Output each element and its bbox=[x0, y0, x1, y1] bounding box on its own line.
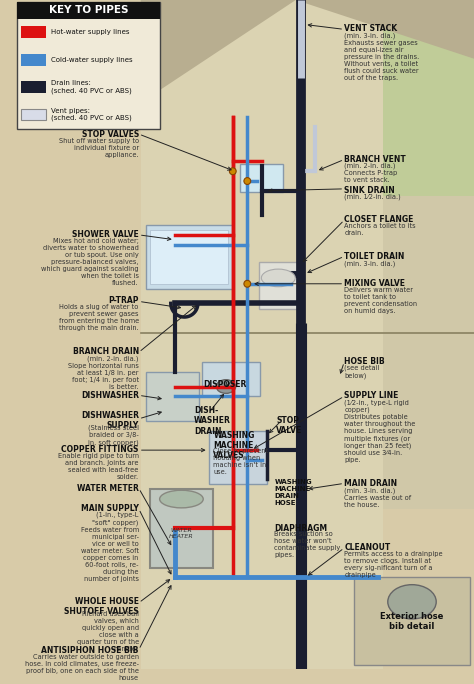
Text: Drain lines:
(sched. 40 PVC or ABS): Drain lines: (sched. 40 PVC or ABS) bbox=[51, 80, 131, 94]
Text: MAIN SUPPLY: MAIN SUPPLY bbox=[81, 504, 139, 513]
Text: Permits access to a drainpipe
to remove clogs. Install at
every sig-nificant tur: Permits access to a drainpipe to remove … bbox=[344, 551, 443, 578]
Text: Delivers warm water
to toilet tank to
prevent condensation
on humid days.: Delivers warm water to toilet tank to pr… bbox=[344, 287, 417, 314]
Text: Close to prevent
flooding when
machine isn't in
use.: Close to prevent flooding when machine i… bbox=[213, 448, 269, 475]
Bar bbox=[20, 54, 46, 66]
Text: WATER
HEATER: WATER HEATER bbox=[169, 528, 194, 539]
Bar bbox=[20, 109, 46, 120]
Text: P-TRAP: P-TRAP bbox=[108, 296, 139, 306]
Bar bbox=[383, 0, 474, 196]
Bar bbox=[239, 164, 283, 192]
Bar bbox=[20, 27, 46, 38]
Text: Holds a slug of water to
prevent sewer gases
from entering the home
through the : Holds a slug of water to prevent sewer g… bbox=[59, 304, 139, 331]
Text: Shut off water supply to
individual fixture or
appliance.: Shut off water supply to individual fixt… bbox=[59, 138, 139, 158]
Text: VENT STACK: VENT STACK bbox=[344, 25, 397, 34]
Text: WHOLE HOUSE
SHUTOFF VALVES: WHOLE HOUSE SHUTOFF VALVES bbox=[64, 597, 139, 616]
Text: SHOWER VALVE: SHOWER VALVE bbox=[72, 230, 139, 239]
Bar bbox=[259, 262, 298, 309]
Text: (min. 3-in. dia.): (min. 3-in. dia.) bbox=[344, 261, 396, 267]
Bar bbox=[17, 2, 160, 18]
Text: DISH-
WASHER
DRAIN: DISH- WASHER DRAIN bbox=[194, 406, 231, 436]
Text: BRANCH DRAIN: BRANCH DRAIN bbox=[73, 347, 139, 356]
Ellipse shape bbox=[388, 585, 436, 619]
Text: (min. 3-in. dia.)
Carries waste out of
the house.: (min. 3-in. dia.) Carries waste out of t… bbox=[344, 487, 411, 508]
Text: Anchors a toilet to its
drain.: Anchors a toilet to its drain. bbox=[344, 223, 416, 236]
Text: (see detail
below): (see detail below) bbox=[344, 365, 380, 379]
Bar bbox=[383, 0, 474, 509]
Text: (1-in., type-L
"soft" copper)
Feeds water from
municipal ser-
vice or well to
wa: (1-in., type-L "soft" copper) Feeds wate… bbox=[81, 512, 139, 582]
Text: (min. 2-in. dia.)
Connects P-trap
to vent stack.: (min. 2-in. dia.) Connects P-trap to ven… bbox=[344, 162, 397, 183]
Text: Breaks suction so
hose water won't
contaminate supply
pipes.: Breaks suction so hose water won't conta… bbox=[274, 531, 341, 558]
Text: WATER METER: WATER METER bbox=[77, 484, 139, 493]
Text: (1⁄2-in., type-L rigid
copper)
Distributes potable
water throughout the
house. L: (1⁄2-in., type-L rigid copper) Distribut… bbox=[344, 399, 416, 463]
Text: CLOSET FLANGE: CLOSET FLANGE bbox=[344, 215, 413, 224]
Text: SINK DRAIN: SINK DRAIN bbox=[344, 186, 395, 195]
Bar bbox=[17, 2, 160, 129]
Text: DIAPHRAGM: DIAPHRAGM bbox=[274, 523, 328, 533]
Text: BRANCH VENT: BRANCH VENT bbox=[344, 155, 406, 163]
Bar bbox=[20, 81, 46, 93]
Text: Vent pipes:
(sched. 40 PVC or ABS): Vent pipes: (sched. 40 PVC or ABS) bbox=[51, 108, 131, 121]
Text: WASHING
MACHINE
VALVES: WASHING MACHINE VALVES bbox=[213, 430, 255, 460]
Ellipse shape bbox=[244, 178, 251, 185]
Text: SUPPLY LINE: SUPPLY LINE bbox=[344, 391, 399, 400]
Bar bbox=[209, 430, 267, 484]
Text: Hot-water supply lines: Hot-water supply lines bbox=[51, 29, 129, 36]
Text: MIXING VALVE: MIXING VALVE bbox=[344, 279, 405, 288]
Text: (min. 3-in. dia.)
Exhausts sewer gases
and equal-izes air
pressure in the drains: (min. 3-in. dia.) Exhausts sewer gases a… bbox=[344, 32, 419, 81]
Text: Enable rigid pipe to turn
and branch. Joints are
sealed with lead-free
solder.: Enable rigid pipe to turn and branch. Jo… bbox=[58, 453, 139, 480]
Text: Exterior hose
bib detail: Exterior hose bib detail bbox=[380, 611, 444, 631]
Text: HOSE BIB: HOSE BIB bbox=[344, 357, 385, 366]
Bar bbox=[150, 230, 228, 284]
Text: (Stainless steel
braided or 3/8-
in. soft copper): (Stainless steel braided or 3/8- in. sof… bbox=[88, 425, 139, 446]
Text: KEY TO PIPES: KEY TO PIPES bbox=[49, 5, 128, 15]
Text: ANTISIPHON HOSE BIB: ANTISIPHON HOSE BIB bbox=[41, 646, 139, 655]
Text: WASHING
MACHINE
DRAIN
HOSE: WASHING MACHINE DRAIN HOSE bbox=[274, 479, 312, 506]
Bar bbox=[141, 0, 383, 670]
Ellipse shape bbox=[244, 280, 251, 287]
Ellipse shape bbox=[261, 269, 295, 287]
Text: STOP VALVES: STOP VALVES bbox=[82, 130, 139, 139]
Text: (min. 2-in. dia.)
Slope horizontal runs
at least 1/8 in. per
foot; 1/4 in. per f: (min. 2-in. dia.) Slope horizontal runs … bbox=[68, 355, 139, 390]
Bar bbox=[150, 489, 213, 568]
Polygon shape bbox=[141, 0, 474, 103]
Bar bbox=[146, 372, 199, 421]
Ellipse shape bbox=[229, 168, 236, 174]
Text: Richard uses ball
valves, which
quickly open and
close with a
quarter turn of th: Richard uses ball valves, which quickly … bbox=[77, 611, 139, 652]
Text: (min. 1⁄2-in. dia.): (min. 1⁄2-in. dia.) bbox=[344, 194, 401, 200]
Text: MAIN DRAIN: MAIN DRAIN bbox=[344, 479, 397, 488]
Text: Carries water outside to garden
hose. In cold climates, use freeze-
proof bib, o: Carries water outside to garden hose. In… bbox=[25, 654, 139, 681]
Text: TOILET DRAIN: TOILET DRAIN bbox=[344, 252, 404, 261]
Bar bbox=[146, 225, 233, 289]
Ellipse shape bbox=[216, 380, 236, 393]
Ellipse shape bbox=[160, 490, 203, 508]
Text: Cold-water supply lines: Cold-water supply lines bbox=[51, 57, 132, 63]
Bar bbox=[354, 577, 470, 666]
Text: Mixes hot and cold water;
diverts water to showerhead
or tub spout. Use only
pre: Mixes hot and cold water; diverts water … bbox=[41, 238, 139, 286]
Text: DISHWASHER: DISHWASHER bbox=[81, 391, 139, 400]
Text: CLEANOUT: CLEANOUT bbox=[344, 543, 391, 552]
Text: STOP
VALVE: STOP VALVE bbox=[276, 416, 302, 435]
Text: DISPOSER: DISPOSER bbox=[204, 380, 247, 389]
Bar bbox=[202, 362, 260, 396]
Text: COPPER FITTINGS: COPPER FITTINGS bbox=[62, 445, 139, 454]
Text: DISHWASHER
SUPPLY: DISHWASHER SUPPLY bbox=[81, 411, 139, 430]
